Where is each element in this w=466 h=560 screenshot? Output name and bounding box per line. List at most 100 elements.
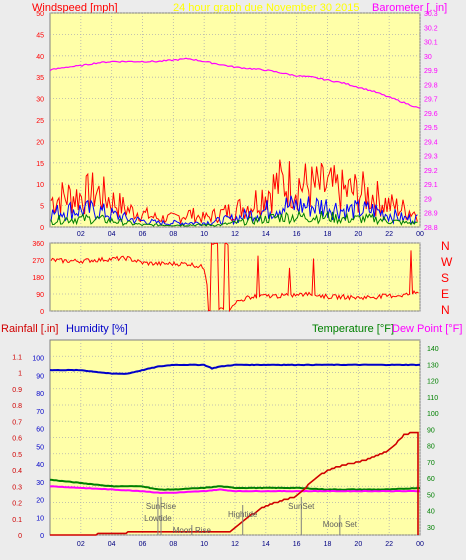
wind-direction-line [50,242,419,313]
barometer-line [49,57,421,109]
wind-baro-panel [49,12,421,228]
humidity-tick-label: 50 [36,444,44,451]
barometer-tick-label: 29.5 [424,125,438,132]
climate-ticks: 0 0.1 0.2 0.3 0.4 0.5 0.6 0.7 0.8 0.9 1 1.1 0 10 20 30 4… [12,346,439,548]
rainfall-line [50,431,419,536]
temperature-tick-label: 60 [427,476,435,483]
climate-x-tick-label: 16 [293,541,301,548]
wind-x-tick-label: 16 [293,231,301,238]
climate-x-tick-label: 20 [354,541,362,548]
windspeed-axis-title: Windspeed [mph] [32,2,118,14]
humidity-line [49,363,421,375]
rainfall-tick-label: 0.5 [12,452,22,459]
direction-tick-label: 360 [32,241,44,248]
direction-letter-s: S [441,271,449,285]
climate-x-tick-label: 02 [77,541,85,548]
gust-line [50,195,418,227]
direction-tick-label: 0 [40,309,44,316]
humidity-tick-label: 20 [36,498,44,505]
rainfall-axis-title: Rainfall [.in] [1,323,58,335]
humidity-tick-label: 90 [36,373,44,380]
wind-x-tick-label: 06 [139,231,147,238]
temperature-tick-label: 100 [427,411,439,418]
windspeed-tick-label: 25 [36,118,44,125]
direction-tick-label: 270 [32,258,44,265]
marker-label-sunrise: SunRise [146,502,177,511]
wind-x-tick-label: 22 [385,231,393,238]
barometer-tick-label: 30.3 [424,11,438,18]
climate-x-tick-label: 04 [108,541,116,548]
windspeed-tick-label: 0 [40,225,44,232]
rainfall-tick-label: 0.3 [12,484,22,491]
wind-baro-series [49,57,421,227]
humidity-axis-title: Humidity [%] [66,323,128,335]
wind-x-tick-label: 12 [231,231,239,238]
marker-label-hightide: Hightide [228,510,258,519]
climate-panel-grid [50,340,421,536]
barometer-tick-label: 29.8 [424,82,438,89]
wind-x-tick-label: 14 [262,231,270,238]
rainfall-tick-label: 0.8 [12,403,22,410]
windspeed-tick-label: 40 [36,54,44,61]
windspeed-tick-label: 50 [36,11,44,18]
humidity-tick-label: 10 [36,515,44,522]
rainfall-tick-label: 0.7 [12,419,22,426]
windspeed-tick-label: 5 [40,204,44,211]
direction-panel-grid [50,242,421,312]
barometer-tick-label: 30.1 [424,40,438,47]
rainfall-tick-label: 0.6 [12,436,22,443]
temperature-tick-label: 130 [427,362,439,369]
direction-tick-label: 180 [32,275,44,282]
barometer-tick-label: 28.8 [424,225,438,232]
windspeed-tick-label: 45 [36,32,44,39]
direction-letter-n-bottom: N [441,303,450,317]
humidity-tick-label: 80 [36,391,44,398]
barometer-tick-label: 29.1 [424,182,438,189]
temperature-tick-label: 140 [427,346,439,353]
dewpoint-line [49,485,421,494]
rainfall-tick-label: 1 [18,371,22,378]
direction-letter-n-top: N [441,239,450,253]
climate-x-tick-label: 18 [324,541,332,548]
direction-letter-e: E [441,287,449,301]
temperature-line [49,478,421,491]
barometer-tick-label: 29.2 [424,168,438,175]
barometer-tick-label: 30 [424,54,432,61]
rainfall-tick-label: 0.9 [12,387,22,394]
wind-x-tick-label: 00 [416,231,424,238]
windspeed-tick-label: 30 [36,97,44,104]
barometer-axis-title: Barometer [..in] [372,2,447,14]
rainfall-tick-label: 0.1 [12,517,22,524]
climate-x-tick-label: 06 [139,541,147,548]
windspeed-tick-label: 15 [36,161,44,168]
windspeed-tick-label: 10 [36,182,44,189]
dewpoint-axis-title: Dew Point [°F] [392,323,462,335]
wind-x-tick-label: 18 [324,231,332,238]
climate-x-tick-label: 12 [231,541,239,548]
barometer-tick-label: 29.7 [424,97,438,104]
humidity-tick-label: 70 [36,409,44,416]
wind-x-tick-label: 10 [200,231,208,238]
graph-date-title: 24 hour graph due November 30 2015 [173,2,360,14]
marker-label-lowtide: Lowtide [144,514,172,523]
barometer-tick-label: 28.9 [424,211,438,218]
temperature-tick-label: 50 [427,492,435,499]
climate-x-tick-label: 14 [262,541,270,548]
temperature-axis-title: Temperature [°F] [312,323,394,335]
humidity-tick-label: 0 [40,533,44,540]
barometer-tick-label: 30.2 [424,25,438,32]
direction-letter-w: W [441,255,453,269]
wind-x-tick-label: 04 [108,231,116,238]
wind-baro-ticks: 0 5 10 15 20 25 30 35 40 45 50 28.8 28.9 29 29.1 29.2 29… [36,11,438,238]
temperature-tick-label: 80 [427,444,435,451]
climate-x-tick-label: 08 [169,541,177,548]
wind-x-tick-label: 20 [354,231,362,238]
rainfall-tick-label: 0.2 [12,501,22,508]
climate-x-tick-label: 00 [416,541,424,548]
rainfall-tick-label: 0 [18,533,22,540]
humidity-tick-label: 60 [36,427,44,434]
marker-label-moon-set: Moon Set [323,520,358,529]
barometer-tick-label: 29.9 [424,68,438,75]
